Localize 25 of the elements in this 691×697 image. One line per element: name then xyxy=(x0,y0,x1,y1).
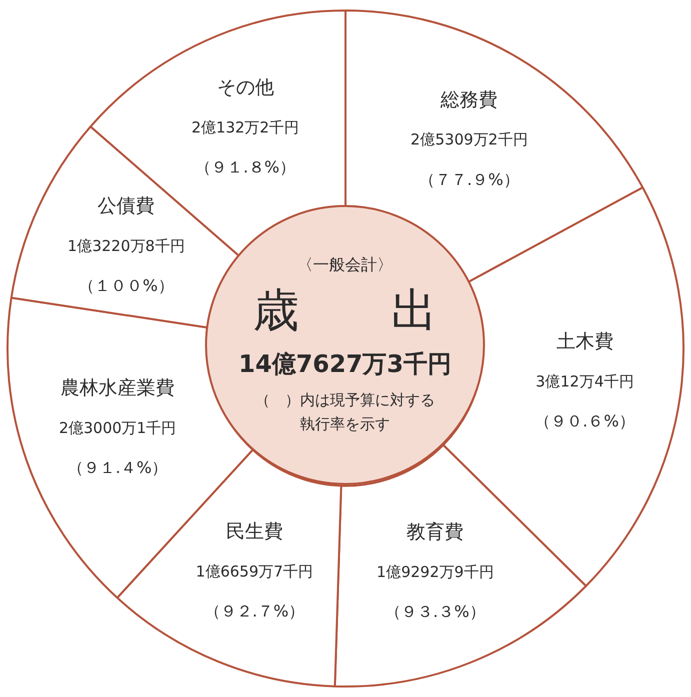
slice-label: 農林水産業費 xyxy=(60,376,175,399)
slice-label: 総務費 xyxy=(440,88,498,111)
text: 14億7627万3千円 xyxy=(238,348,452,380)
text: 1億3220万8千円 xyxy=(68,236,185,255)
slice-label: 土木費 xyxy=(556,330,614,352)
text: 2億5309万2千円 xyxy=(410,130,528,149)
text: 2億3000万1千円 xyxy=(58,418,176,437)
text: 1億6659万7千円 xyxy=(196,562,314,580)
text: 歳 出 xyxy=(253,282,437,338)
slice-label: 民生費 xyxy=(226,520,283,542)
text: （９３.３%） xyxy=(385,602,486,622)
text: （１００%） xyxy=(78,276,174,296)
slice-label: 教育費 xyxy=(406,520,464,543)
slice-label: 公債費 xyxy=(98,194,155,217)
slice-label: その他 xyxy=(216,76,274,98)
text: （９１.８%） xyxy=(195,158,296,177)
text: 2億132万2千円 xyxy=(191,118,300,136)
text: （９２.７%） xyxy=(204,602,305,621)
text: 〈一般会計〉 xyxy=(297,254,393,276)
text: （９１.４%） xyxy=(67,458,168,478)
text: 1億9292万9千円 xyxy=(376,562,494,581)
text: （ ）内は現予算に対する執行率を示す xyxy=(255,390,435,434)
text: 3億12万4千円 xyxy=(536,372,634,390)
text: （７７.９%） xyxy=(419,170,520,190)
text: （９０.６%） xyxy=(534,412,635,431)
